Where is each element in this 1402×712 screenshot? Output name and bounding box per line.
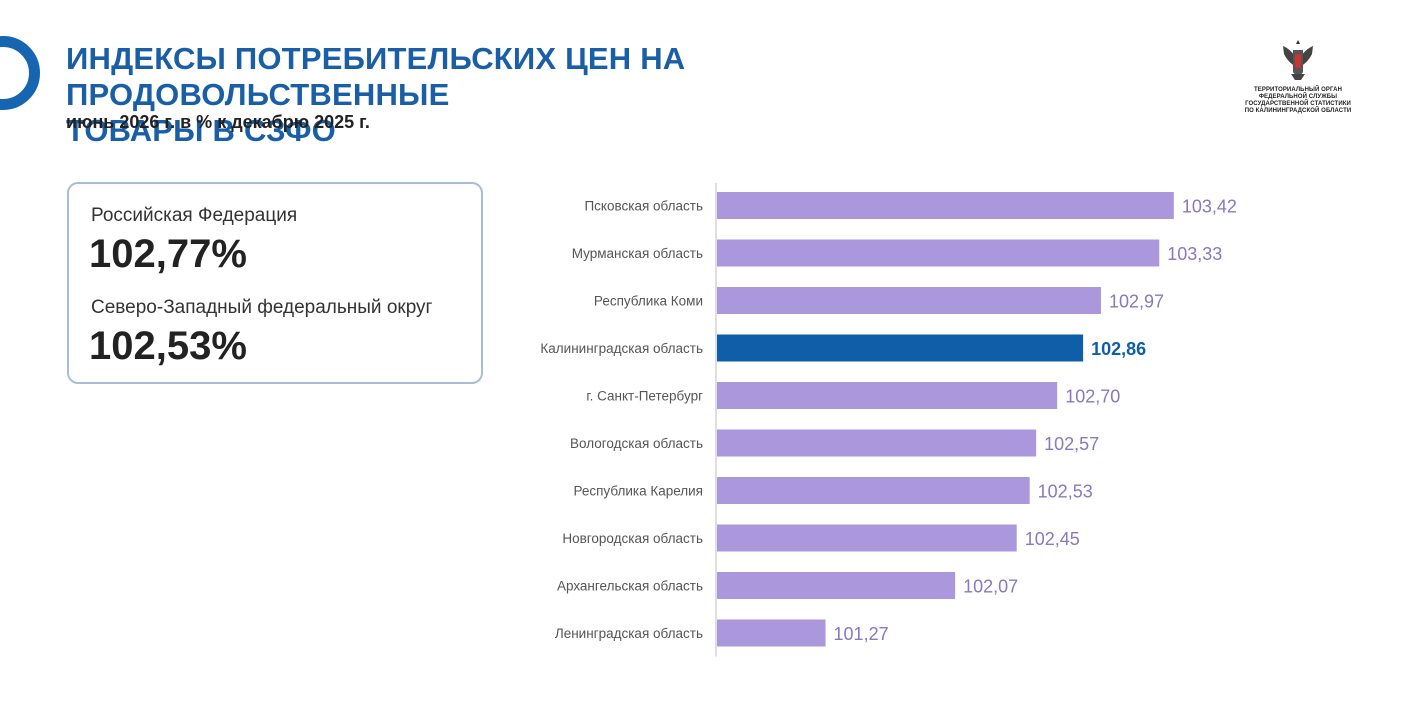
title-line-2: ТОВАРЫ В СЗФО <box>66 113 336 148</box>
bar <box>717 192 1174 219</box>
category-label: Вологодская область <box>570 436 703 451</box>
corner-decoration <box>0 36 40 110</box>
bar <box>717 239 1160 267</box>
logo-line-2: ФЕДЕРАЛЬНОЙ СЛУЖБЫ <box>1258 94 1338 100</box>
title-line-1: ИНДЕКСЫ ПОТРЕБИТЕЛЬСКИХ ЦЕН НА ПРОДОВОЛЬ… <box>66 41 686 112</box>
category-label: Ленинградская область <box>555 626 703 641</box>
bar <box>717 619 826 647</box>
category-label: г. Санкт-Петербург <box>586 389 703 404</box>
value-label: 102,45 <box>1025 529 1080 549</box>
bar <box>717 524 1017 552</box>
page-subtitle: июнь 2026 г. в % к декабрю 2025 г. <box>66 112 370 132</box>
logo-caption: ТЕРРИТОРИАЛЬНЫЙ ОРГАН ФЕДЕРАЛЬНОЙ СЛУЖБЫ… <box>1238 87 1358 115</box>
value-label: 102,86 <box>1091 339 1146 359</box>
value-label: 102,53 <box>1038 482 1093 502</box>
logo-line-3: ГОСУДАРСТВЕННОЙ СТАТИСТИКИ <box>1245 101 1351 107</box>
value-label: 101,27 <box>834 624 889 644</box>
bar <box>717 572 956 599</box>
bar <box>717 334 1084 362</box>
eagle-emblem-icon <box>1283 40 1313 80</box>
page-title: ИНДЕКСЫ ПОТРЕБИТЕЛЬСКИХ ЦЕН НА ПРОДОВОЛЬ… <box>66 41 1066 149</box>
category-label: Мурманская область <box>572 246 703 261</box>
category-label: Псковская область <box>584 199 703 214</box>
rosstat-logo: ТЕРРИТОРИАЛЬНЫЙ ОРГАН ФЕДЕРАЛЬНОЙ СЛУЖБЫ… <box>1238 36 1358 115</box>
category-label: Новгородская область <box>562 531 703 546</box>
category-label: Республика Коми <box>594 294 703 309</box>
summary-card: Российская Федерация 102,77% Северо-Запа… <box>67 182 483 384</box>
value-label: 103,33 <box>1167 244 1222 264</box>
value-label: 102,97 <box>1109 292 1164 312</box>
value-label: 102,57 <box>1044 434 1099 454</box>
value-label: 102,70 <box>1065 387 1120 407</box>
category-label: Республика Карелия <box>573 484 703 499</box>
nw-value: 102,53% <box>89 324 247 368</box>
value-label: 102,07 <box>963 577 1018 597</box>
bar <box>717 477 1030 504</box>
logo-line-1: ТЕРРИТОРИАЛЬНЫЙ ОРГАН <box>1253 87 1343 93</box>
nw-label: Северо-Западный федеральный округ <box>91 297 433 318</box>
logo-line-4: ПО КАЛИНИНГРАДСКОЙ ОБЛАСТИ <box>1244 108 1352 114</box>
category-label: Архангельская область <box>557 579 703 594</box>
bar <box>717 287 1101 314</box>
value-label: 103,42 <box>1182 197 1237 217</box>
rf-value: 102,77% <box>89 232 247 276</box>
rf-label: Российская Федерация <box>91 205 298 226</box>
category-label: Калининградская область <box>540 341 703 356</box>
bar <box>717 429 1037 457</box>
bar <box>717 382 1058 409</box>
